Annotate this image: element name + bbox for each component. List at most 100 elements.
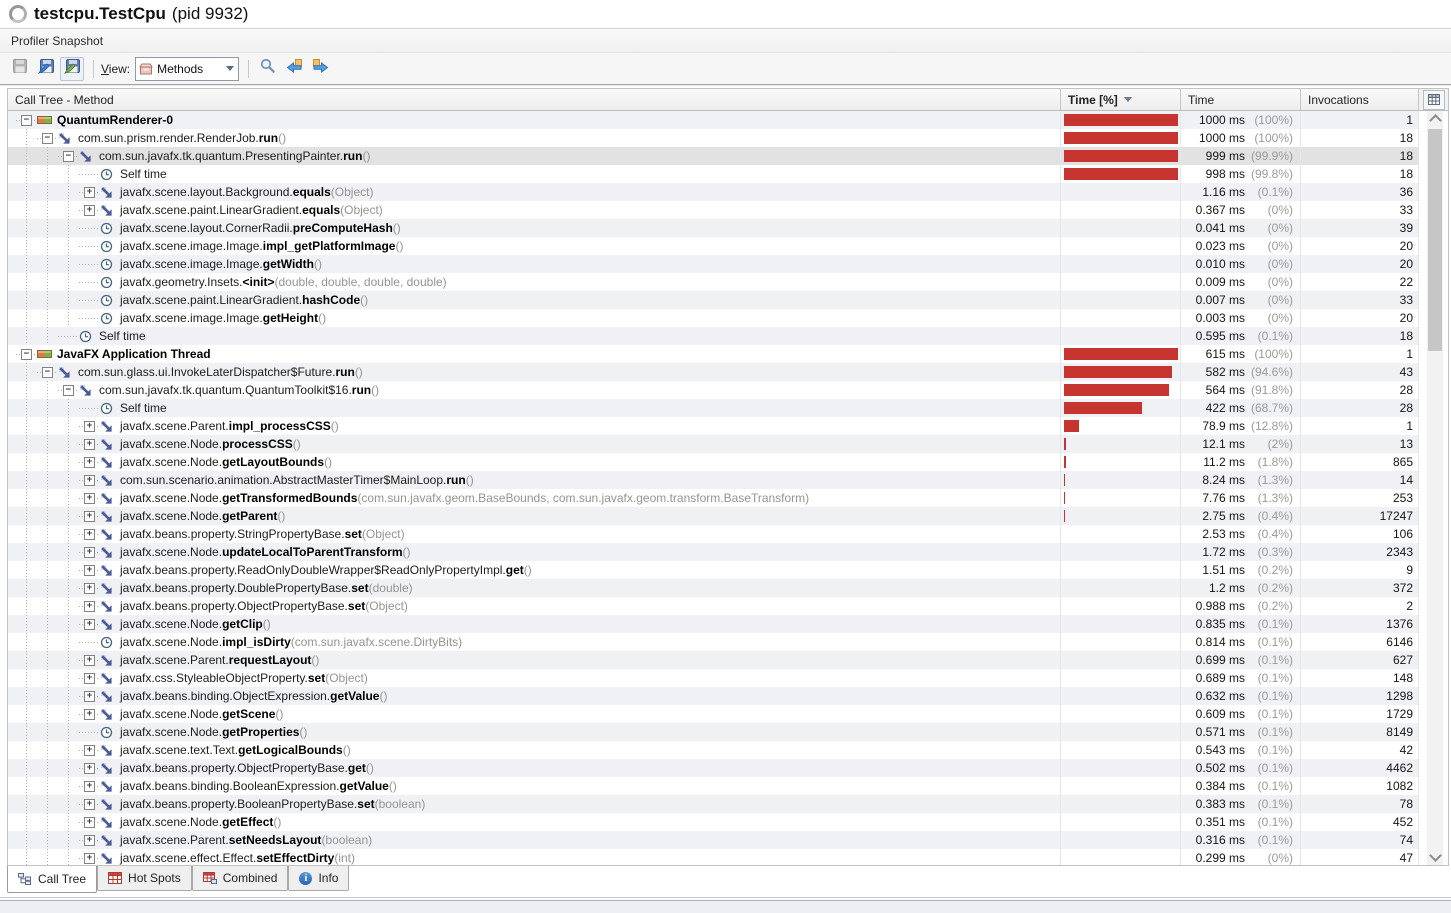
tree-row[interactable]: + javafx.scene.Node. getTransformedBounds … — [8, 489, 1419, 507]
tree-guide — [37, 615, 58, 633]
tree-row[interactable]: + javafx.scene.effect.Effect. setEffectDir… — [8, 849, 1419, 865]
tree-row[interactable]: javafx.scene.paint.LinearGradient. hashCo… — [8, 291, 1419, 309]
expand-toggle[interactable]: + — [84, 780, 95, 792]
tree-row[interactable]: + javafx.css.StyleableObjectProperty. set … — [8, 669, 1419, 687]
scrollbar-thumb[interactable] — [1428, 129, 1442, 351]
tree-guide — [16, 777, 37, 795]
expand-toggle[interactable]: + — [84, 600, 95, 612]
tab-hot-spots[interactable]: Hot Spots — [97, 866, 192, 891]
tree-row[interactable]: − com.sun.javafx.tk.quantum.QuantumToolki… — [8, 381, 1419, 399]
expand-toggle[interactable]: + — [84, 744, 95, 756]
tree-row[interactable]: javafx.scene.image.Image. impl_getPlatfor… — [8, 237, 1419, 255]
tree-row[interactable]: + com.sun.scenario.animation.AbstractMast… — [8, 471, 1419, 489]
column-selector-button[interactable] — [1419, 89, 1448, 111]
tree-row[interactable]: + javafx.beans.binding.BooleanExpression.… — [8, 777, 1419, 795]
previous-button[interactable] — [282, 57, 306, 81]
tab-combined[interactable]: Combined — [191, 866, 289, 891]
tree-row[interactable]: javafx.scene.image.Image. getWidth () 0.01… — [8, 255, 1419, 273]
collapse-toggle[interactable]: − — [63, 150, 74, 162]
tree-row[interactable]: + javafx.beans.property.ObjectPropertyBas… — [8, 759, 1419, 777]
expand-toggle[interactable]: + — [84, 510, 95, 522]
tab-call-tree[interactable]: Call Tree — [7, 866, 98, 893]
tree-row[interactable]: + javafx.beans.property.DoublePropertyBas… — [8, 579, 1419, 597]
tree-guide — [16, 831, 37, 849]
view-select[interactable]: Methods — [135, 56, 240, 81]
expand-toggle[interactable]: + — [84, 492, 95, 504]
expand-toggle[interactable]: + — [84, 852, 95, 864]
tree-guide — [58, 741, 79, 759]
tree-row[interactable]: + javafx.scene.Parent. requestLayout () 0.6… — [8, 651, 1419, 669]
tree-row[interactable]: javafx.scene.image.Image. getHeight () 0.0… — [8, 309, 1419, 327]
expand-toggle[interactable]: + — [84, 582, 95, 594]
expand-toggle[interactable]: + — [84, 798, 95, 810]
tree-row[interactable]: Self time 998 ms (99.8%) 18 — [8, 165, 1419, 183]
next-button[interactable] — [308, 57, 332, 81]
expand-toggle[interactable]: + — [84, 708, 95, 720]
tree-row[interactable]: + javafx.scene.Node. updateLocalToParentTr… — [8, 543, 1419, 561]
tree-row[interactable]: + javafx.scene.Node. getEffect () 0.351 ms (… — [8, 813, 1419, 831]
collapse-toggle[interactable]: − — [21, 114, 32, 126]
save-snapshot-button[interactable] — [8, 57, 32, 81]
tree-row[interactable]: javafx.scene.Node. getProperties () 0.571 … — [8, 723, 1419, 741]
expand-toggle[interactable]: + — [84, 204, 95, 216]
tree-row[interactable]: + javafx.beans.property.BooleanPropertyBa… — [8, 795, 1419, 813]
tree-row[interactable]: Self time 0.595 ms (0.1%) 18 — [8, 327, 1419, 345]
expand-toggle[interactable]: + — [84, 546, 95, 558]
expand-toggle[interactable]: + — [84, 834, 95, 846]
collapse-toggle[interactable]: − — [42, 366, 53, 378]
tree-row[interactable]: + javafx.beans.binding.ObjectExpression. g… — [8, 687, 1419, 705]
tree-row[interactable]: + javafx.scene.layout.Background. equals (… — [8, 183, 1419, 201]
expand-toggle[interactable]: + — [84, 672, 95, 684]
column-header-time[interactable]: Time — [1181, 89, 1301, 110]
tree-row[interactable]: + javafx.scene.Node. getScene () 0.609 ms (0… — [8, 705, 1419, 723]
tree-row[interactable]: + javafx.beans.property.ReadOnlyDoubleWra… — [8, 561, 1419, 579]
collapse-toggle[interactable]: − — [63, 384, 74, 396]
save-snapshot-icon — [12, 58, 28, 79]
expand-toggle[interactable]: + — [84, 186, 95, 198]
expand-toggle[interactable]: + — [84, 420, 95, 432]
tree-row[interactable]: + javafx.scene.Node. getParent () 2.75 ms (0… — [8, 507, 1419, 525]
tree-row[interactable]: + javafx.scene.Node. getClip () 0.835 ms (0.… — [8, 615, 1419, 633]
tree-row[interactable]: + javafx.scene.Parent. impl_processCSS () 7… — [8, 417, 1419, 435]
vertical-scrollbar[interactable] — [1427, 111, 1443, 865]
time-percent-value: (100%) — [1254, 113, 1293, 127]
expand-toggle[interactable]: + — [84, 654, 95, 666]
column-header-method[interactable]: Call Tree - Method — [8, 89, 1061, 110]
expand-toggle[interactable]: + — [84, 438, 95, 450]
collapse-toggle[interactable]: − — [21, 348, 32, 360]
expand-toggle[interactable]: + — [84, 816, 95, 828]
tree-row[interactable]: − com.sun.prism.render.RenderJob. run () 10… — [8, 129, 1419, 147]
tree-row[interactable]: + javafx.beans.property.ObjectPropertyBas… — [8, 597, 1419, 615]
tab-info[interactable]: i Info — [288, 866, 350, 891]
tree-row[interactable]: javafx.scene.layout.CornerRadii. preCompu… — [8, 219, 1419, 237]
expand-toggle[interactable]: + — [84, 474, 95, 486]
tree-row[interactable]: + javafx.scene.Node. processCSS () 12.1 ms (… — [8, 435, 1419, 453]
tree-row[interactable]: − com.sun.javafx.tk.quantum.PresentingPai… — [8, 147, 1419, 165]
tree-row[interactable]: − QuantumRenderer-0 1000 ms (100%) 1 — [8, 111, 1419, 129]
tree-row[interactable]: + javafx.scene.Parent. setNeedsLayout (boo… — [8, 831, 1419, 849]
column-header-invocations[interactable]: Invocations — [1301, 89, 1419, 110]
tree-row[interactable]: javafx.scene.Node. impl_isDirty (com.sun.… — [8, 633, 1419, 651]
scroll-down-button[interactable] — [1427, 849, 1443, 865]
tree-row[interactable]: + javafx.scene.Node. getLayoutBounds () 11.… — [8, 453, 1419, 471]
tree-row[interactable]: + javafx.scene.paint.LinearGradient. equal… — [8, 201, 1419, 219]
tree-row[interactable]: − com.sun.glass.ui.InvokeLaterDispatcher$… — [8, 363, 1419, 381]
tree-row[interactable]: + javafx.beans.property.StringPropertyBas… — [8, 525, 1419, 543]
search-button[interactable] — [256, 57, 280, 81]
collapse-toggle[interactable]: − — [42, 132, 53, 144]
expand-toggle[interactable]: + — [84, 690, 95, 702]
expand-toggle[interactable]: + — [84, 564, 95, 576]
save-view-button[interactable] — [60, 56, 84, 81]
tree-row[interactable]: javafx.geometry.Insets. <init> (double, d… — [8, 273, 1419, 291]
column-header-time-percent[interactable]: Time [%] — [1061, 89, 1181, 110]
scroll-up-button[interactable] — [1427, 111, 1443, 127]
expand-toggle[interactable]: + — [84, 456, 95, 468]
expand-toggle[interactable]: + — [84, 528, 95, 540]
snapshot-tab-label[interactable]: Profiler Snapshot — [11, 33, 104, 48]
expand-toggle[interactable]: + — [84, 762, 95, 774]
expand-toggle[interactable]: + — [84, 618, 95, 630]
export-snapshot-button[interactable] — [34, 57, 58, 81]
tree-row[interactable]: Self time 422 ms (68.7%) 28 — [8, 399, 1419, 417]
tree-row[interactable]: + javafx.scene.text.Text. getLogicalBounds… — [8, 741, 1419, 759]
tree-row[interactable]: − JavaFX Application Thread 615 ms (100%) 1 — [8, 345, 1419, 363]
